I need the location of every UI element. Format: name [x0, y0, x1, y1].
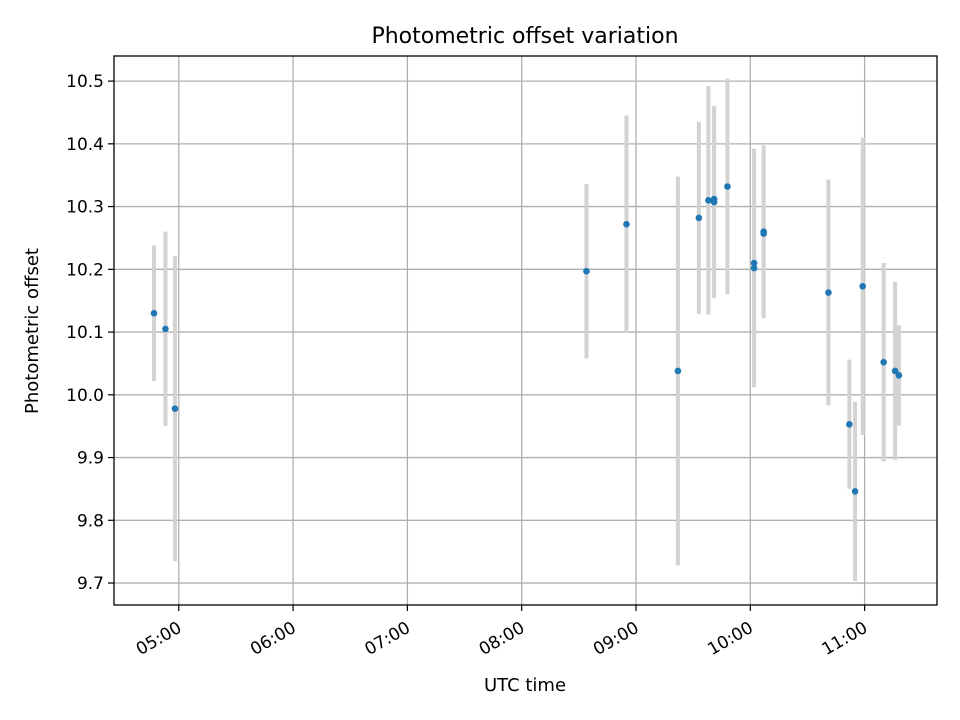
data-point	[710, 198, 718, 206]
grid-layer	[114, 56, 937, 605]
data-point	[846, 421, 853, 428]
data-point	[162, 325, 169, 333]
y-tick-label: 9.7	[77, 574, 104, 594]
x-axis-label: UTC time	[484, 675, 566, 696]
y-tick-label: 9.8	[77, 511, 104, 531]
data-point	[880, 358, 887, 366]
y-tick-label: 10.1	[66, 323, 104, 343]
y-tick-label: 10.2	[66, 260, 104, 280]
data-point	[171, 405, 179, 412]
data-point	[150, 309, 158, 317]
data-point	[724, 183, 731, 190]
point-layer	[150, 183, 903, 495]
data-point	[623, 220, 630, 228]
data-point	[583, 267, 590, 275]
y-tick-label: 10.5	[66, 72, 104, 92]
data-point	[895, 372, 903, 379]
data-point	[760, 230, 767, 237]
y-tick-label: 10.4	[66, 135, 104, 155]
y-tick-label: 10.0	[66, 386, 104, 406]
data-point	[859, 282, 867, 290]
data-point	[705, 197, 712, 204]
data-point	[674, 367, 682, 375]
y-axis-label: Photometric offset	[22, 248, 43, 414]
data-point	[750, 259, 758, 267]
data-point	[695, 214, 703, 222]
plot-frame	[113, 55, 938, 606]
data-point	[750, 264, 758, 272]
data-point	[891, 367, 899, 375]
data-point	[825, 289, 832, 296]
data-point	[851, 488, 859, 495]
chart-title: Photometric offset variation	[371, 24, 678, 49]
y-tick-label: 10.3	[66, 198, 104, 218]
y-tick-label: 9.9	[77, 449, 104, 469]
